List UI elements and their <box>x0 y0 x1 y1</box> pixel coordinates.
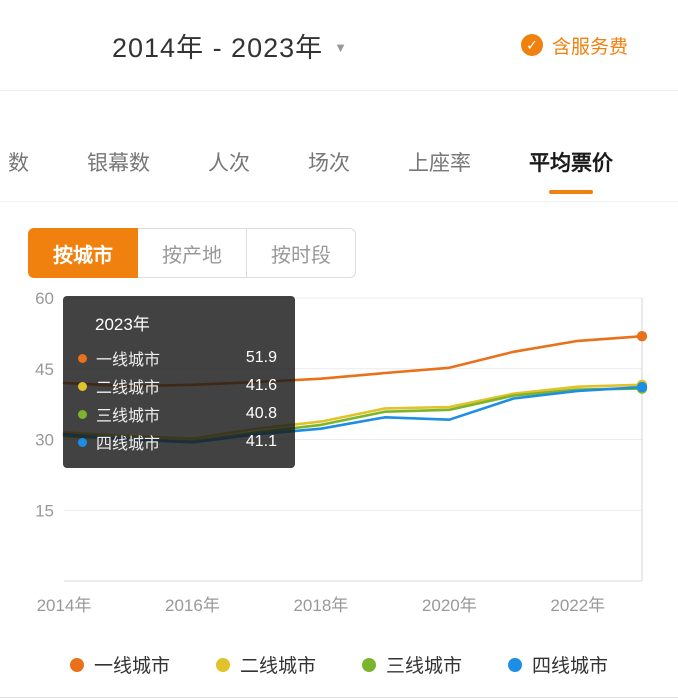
legend-item-tier4[interactable]: 四线城市 <box>508 651 608 678</box>
tooltip-row: 四线城市 41.1 <box>63 428 295 456</box>
legend-item-tier2[interactable]: 二线城市 <box>215 651 316 678</box>
caret-down-icon: ▼ <box>334 39 347 55</box>
tab-average-ticket-price[interactable]: 平均票价 <box>529 147 613 201</box>
legend-label: 二线城市 <box>239 656 316 677</box>
check-circle-icon: ✓ <box>520 34 543 56</box>
tooltip-series-value: 41.6 <box>245 377 277 394</box>
legend-label: 一线城市 <box>93 656 170 677</box>
tooltip-series-label: 一线城市 <box>96 352 161 369</box>
dimension-switcher: 按城市 按产地 按时段 <box>28 228 678 278</box>
svg-text:2018年: 2018年 <box>293 596 348 615</box>
tab-attendance[interactable]: 人次 <box>208 152 250 175</box>
tooltip-row: 一线城市 51.9 <box>63 344 295 372</box>
legend-dot-tier3 <box>362 657 376 672</box>
segment-by-time[interactable]: 按时段 <box>247 228 356 278</box>
series-dot-tier4 <box>78 437 87 447</box>
legend-item-tier1[interactable]: 一线城市 <box>69 651 170 678</box>
svg-text:30: 30 <box>35 431 54 450</box>
legend-dot-tier4 <box>508 657 523 672</box>
svg-text:2020年: 2020年 <box>422 596 477 615</box>
chart-tooltip: 2023年 一线城市 51.9 二线城市 41.6 三线城市 40.8 四线城市… <box>63 296 295 468</box>
tab-partial[interactable]: 数 <box>8 152 29 175</box>
tooltip-series-label: 三线城市 <box>96 408 161 425</box>
service-fee-label: 含服务费 <box>551 36 628 58</box>
date-range-selector[interactable]: 2014年 - 2023年 ▼ <box>112 26 347 65</box>
tooltip-row: 二线城市 41.6 <box>63 372 295 400</box>
svg-text:2016年: 2016年 <box>165 596 220 615</box>
tooltip-series-value: 40.8 <box>245 405 277 422</box>
legend-dot-tier1 <box>69 657 84 672</box>
header: 2014年 - 2023年 ▼ ✓ 含服务费 <box>0 0 678 91</box>
tooltip-series-label: 二线城市 <box>96 380 161 397</box>
tooltip-row: 三线城市 40.8 <box>63 400 295 428</box>
legend-dot-tier2 <box>215 657 230 672</box>
series-dot-tier1 <box>78 353 87 363</box>
tab-screen-count[interactable]: 银幕数 <box>87 152 150 175</box>
svg-text:45: 45 <box>35 360 54 379</box>
legend-item-tier3[interactable]: 三线城市 <box>362 651 462 678</box>
legend-label: 四线城市 <box>532 656 609 677</box>
bottom-divider <box>0 697 678 698</box>
chart-legend: 一线城市 二线城市 三线城市 四线城市 <box>0 651 678 678</box>
chart-area[interactable]: 15 30 45 60 2014年 2016年 2018年 2020年 2022年 2023年 … <box>0 284 678 625</box>
tooltip-series-value: 41.1 <box>245 433 277 450</box>
tab-occupancy-rate[interactable]: 上座率 <box>408 152 471 175</box>
tooltip-series-label: 四线城市 <box>96 436 161 453</box>
series-dot-tier2 <box>78 381 87 391</box>
segment-by-city[interactable]: 按城市 <box>28 228 138 278</box>
series-dot-tier3 <box>78 409 87 419</box>
svg-text:2014年: 2014年 <box>37 596 92 615</box>
legend-label: 三线城市 <box>386 656 463 677</box>
tab-showings[interactable]: 场次 <box>308 152 350 175</box>
segment-by-origin[interactable]: 按产地 <box>138 228 247 278</box>
svg-text:2022年: 2022年 <box>550 596 605 615</box>
date-range-label: 2014年 - 2023年 <box>112 32 324 63</box>
svg-text:60: 60 <box>35 289 54 308</box>
metric-tabs: 数 银幕数 人次 场次 上座率 平均票价 <box>0 91 678 202</box>
service-fee-toggle[interactable]: ✓ 含服务费 <box>520 32 628 59</box>
line-chart[interactable]: 15 30 45 60 2014年 2016年 2018年 2020年 2022年 <box>0 284 678 620</box>
tooltip-title: 2023年 <box>95 315 150 334</box>
svg-text:15: 15 <box>35 501 54 520</box>
tooltip-series-value: 51.9 <box>245 349 277 366</box>
